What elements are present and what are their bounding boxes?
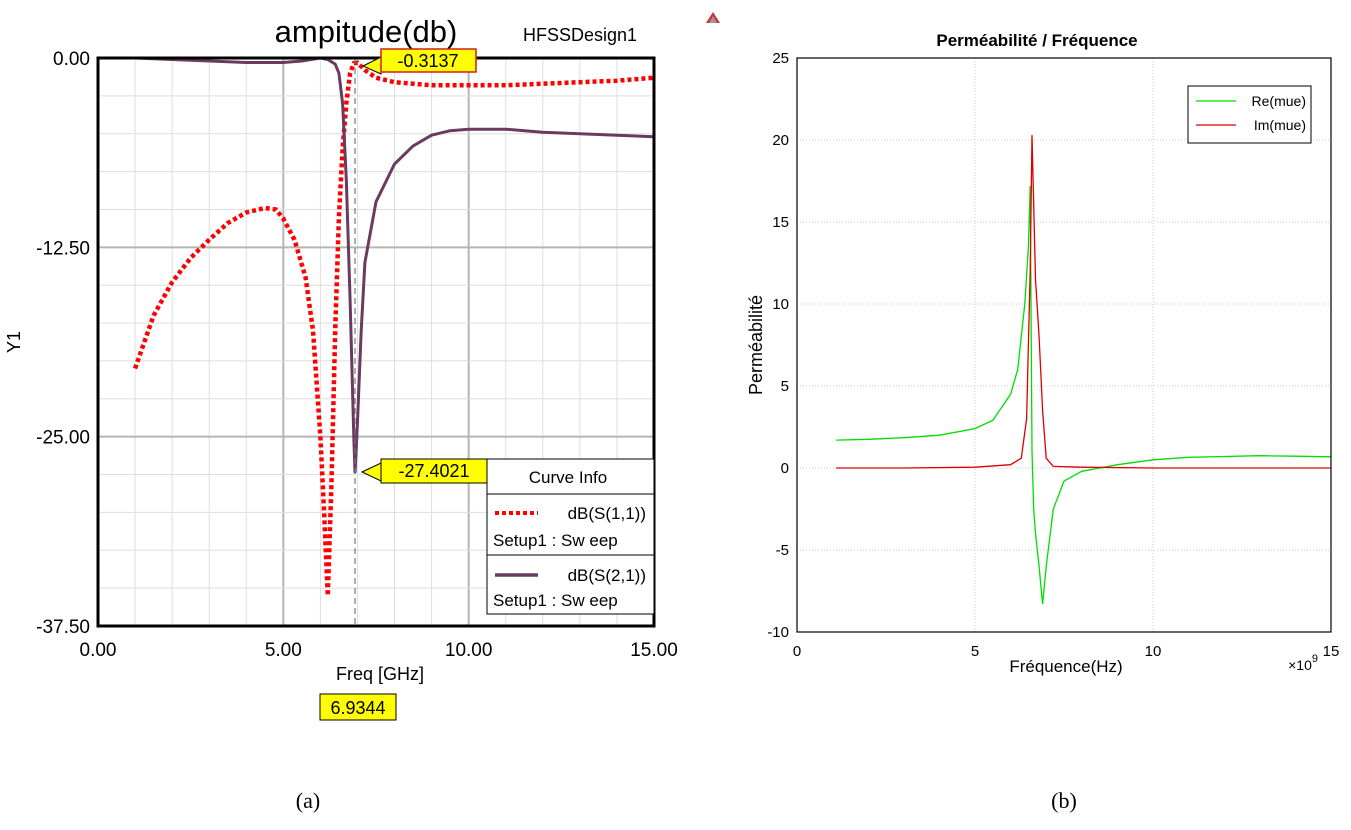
panel-b-x-tick-label: 15 bbox=[1323, 643, 1340, 660]
freq-marker-callout: 6.9344 bbox=[319, 693, 397, 721]
panel-b-y-tick-label: 20 bbox=[772, 132, 789, 149]
panel-a-hfss-chart: ampitude(db) HFSSDesign1 0.00 5.00 10.00 15… bbox=[4, 12, 720, 813]
panel-a-design-name: HFSSDesign1 bbox=[523, 25, 637, 45]
legend-entry-s21-setup: Setup1 : Sw eep bbox=[493, 591, 618, 610]
panel-b-series-layer bbox=[836, 135, 1332, 605]
panel-b-y-tick-label: 15 bbox=[772, 214, 789, 231]
panel-b-y-axis-label: Perméabilité bbox=[746, 295, 766, 395]
panel-b-x-tick-label: 10 bbox=[1145, 643, 1162, 660]
panel-b-caption: (b) bbox=[1051, 788, 1077, 813]
legend-entry-s21-name: dB(S(2,1)) bbox=[568, 566, 646, 585]
panel-a-y-tick-label: 0.00 bbox=[53, 49, 90, 70]
panel-b-legend: Re(mue) Im(mue) bbox=[1187, 85, 1312, 144]
legend-title: Curve Info bbox=[529, 468, 607, 487]
series-re-mue-line bbox=[836, 185, 1332, 605]
panel-a-ticks: 0.00 5.00 10.00 15.00 0.00 -12.50 -25.00 -37.50 bbox=[36, 49, 678, 661]
panel-a-title: ampitude(db) bbox=[275, 14, 458, 49]
panel-b-y-tick-label: 25 bbox=[772, 50, 789, 67]
panel-a-x-tick-label: 0.00 bbox=[80, 640, 117, 661]
hfss-logo-icon bbox=[706, 12, 720, 23]
panel-b-y-tick-label: -5 bbox=[776, 542, 789, 559]
curve-info-legend: Curve Info dB(S(1,1)) Setup1 : Sw eep dB… bbox=[486, 458, 655, 615]
panel-b-ticks: 0 5 10 15 25 20 15 10 5 0 -5 -10 bbox=[767, 50, 1339, 660]
panel-a-y-tick-label: -37.50 bbox=[36, 617, 90, 638]
panel-a-caption: (a) bbox=[296, 788, 320, 813]
series-s11-line bbox=[132, 60, 655, 596]
panel-a-x-tick-label: 15.00 bbox=[630, 640, 678, 661]
legend-entry-im-mue: Im(mue) bbox=[1254, 117, 1306, 133]
panel-a-x-tick-label: 5.00 bbox=[265, 640, 302, 661]
series-im-mue-line bbox=[836, 135, 1331, 469]
panel-b-x-multiplier-exponent: 9 bbox=[1312, 653, 1318, 665]
panel-b-plot-area bbox=[797, 58, 1331, 632]
legend-entry-re-mue: Re(mue) bbox=[1252, 93, 1306, 109]
panel-a-y-tick-label: -12.50 bbox=[36, 238, 90, 259]
panel-a-y-tick-label: -25.00 bbox=[36, 428, 90, 449]
s11-marker-callout: -0.3137 bbox=[361, 48, 477, 75]
panel-b-x-multiplier: ×109 bbox=[1288, 653, 1318, 673]
panel-b-x-tick-label: 5 bbox=[971, 643, 979, 660]
panel-b-y-tick-label: -10 bbox=[767, 624, 789, 641]
panel-b-y-tick-label: 10 bbox=[772, 296, 789, 313]
panel-b-x-axis-label: Fréquence(Hz) bbox=[1009, 657, 1122, 676]
panel-a-x-tick-label: 10.00 bbox=[445, 640, 493, 661]
panel-a-y-axis-label: Y1 bbox=[4, 331, 24, 353]
s21-marker-callout: -27.4021 bbox=[360, 458, 489, 484]
panel-a-x-axis-label: Freq [GHz] bbox=[336, 664, 424, 684]
panel-b-permeability-chart: Perméabilité / Fréquence 0 5 10 15 25 20 15 10 5… bbox=[746, 31, 1339, 813]
panel-b-plot-frame bbox=[796, 57, 1332, 633]
panel-b-y-tick-label: 0 bbox=[781, 460, 789, 477]
freq-marker-label: 6.9344 bbox=[330, 698, 385, 718]
panel-b-title: Perméabilité / Fréquence bbox=[936, 31, 1137, 50]
legend-entry-s11-name: dB(S(1,1)) bbox=[568, 504, 646, 523]
panel-a-grid bbox=[98, 58, 654, 626]
panel-a-plot-frame bbox=[96, 56, 656, 628]
legend-entry-s11-setup: Setup1 : Sw eep bbox=[493, 531, 618, 550]
s11-marker-label: -0.3137 bbox=[397, 51, 458, 71]
s21-marker-label: -27.4021 bbox=[398, 461, 469, 481]
panel-b-y-tick-label: 5 bbox=[781, 378, 789, 395]
panel-b-x-tick-label: 0 bbox=[793, 643, 801, 660]
